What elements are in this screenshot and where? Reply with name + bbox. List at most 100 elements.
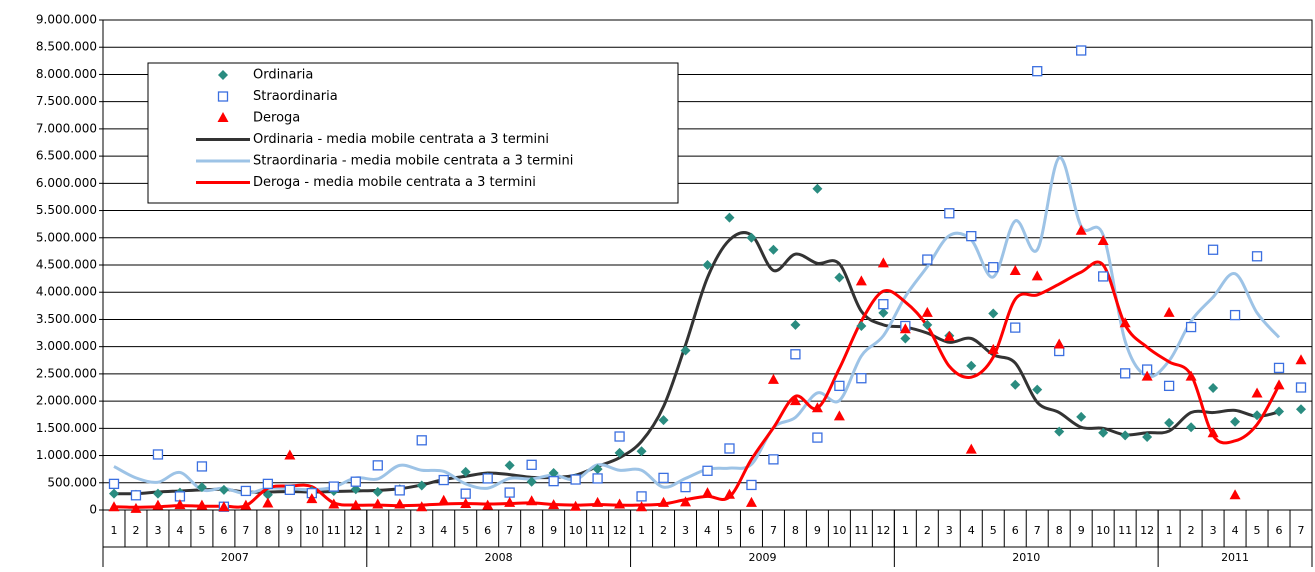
x-tick-label: 10 bbox=[305, 524, 319, 537]
point bbox=[1208, 383, 1219, 394]
x-tick-label: 9 bbox=[814, 524, 821, 537]
legend-label: Straordinaria bbox=[253, 89, 338, 104]
year-label: 2007 bbox=[221, 551, 249, 564]
point bbox=[746, 232, 757, 243]
x-tick-label: 12 bbox=[876, 524, 890, 537]
point bbox=[1273, 379, 1285, 390]
x-tick-label: 5 bbox=[462, 524, 469, 537]
x-tick-label: 11 bbox=[854, 524, 868, 537]
point bbox=[1053, 338, 1065, 349]
point bbox=[394, 485, 405, 496]
point bbox=[812, 432, 823, 443]
point bbox=[702, 465, 713, 476]
x-tick-label: 5 bbox=[1254, 524, 1261, 537]
point bbox=[724, 212, 735, 223]
legend-box bbox=[147, 62, 679, 204]
point bbox=[196, 461, 208, 472]
point bbox=[834, 272, 845, 283]
point bbox=[1031, 270, 1043, 281]
point bbox=[548, 499, 560, 510]
point bbox=[196, 482, 207, 493]
point bbox=[262, 489, 273, 500]
legend-swatch bbox=[217, 91, 229, 102]
x-tick-label: 12 bbox=[349, 524, 363, 537]
point bbox=[614, 498, 626, 509]
point bbox=[702, 260, 713, 270]
x-tick-label: 2 bbox=[924, 524, 931, 537]
point bbox=[988, 308, 999, 319]
point bbox=[1273, 362, 1285, 374]
y-tick-label: 4.000.000 bbox=[36, 285, 97, 299]
point bbox=[1207, 244, 1219, 255]
point bbox=[1207, 427, 1219, 438]
x-tick-label: 7 bbox=[242, 524, 249, 537]
point bbox=[680, 496, 692, 507]
point bbox=[1251, 251, 1263, 262]
y-tick-label: 3.500.000 bbox=[36, 312, 97, 326]
y-tick-label: 8.000.000 bbox=[36, 67, 97, 81]
point bbox=[372, 498, 384, 509]
point bbox=[1097, 235, 1109, 246]
point bbox=[1098, 271, 1109, 282]
point bbox=[745, 496, 757, 507]
x-tick-label: 1 bbox=[374, 524, 381, 537]
legend-swatch bbox=[217, 112, 229, 122]
point bbox=[460, 498, 472, 509]
point bbox=[965, 443, 977, 454]
point bbox=[130, 502, 142, 513]
point bbox=[1295, 382, 1307, 393]
point bbox=[240, 485, 252, 497]
point bbox=[900, 333, 911, 344]
x-tick-label: 2 bbox=[132, 524, 139, 537]
point bbox=[196, 499, 208, 510]
point bbox=[988, 262, 999, 273]
point bbox=[1185, 370, 1197, 381]
line bbox=[113, 260, 1281, 509]
point bbox=[1032, 384, 1043, 395]
point bbox=[658, 472, 669, 484]
point bbox=[328, 481, 339, 492]
x-tick-label: 3 bbox=[154, 524, 161, 537]
y-tick-label: 2.500.000 bbox=[36, 366, 97, 380]
y-tick-label: 5.000.000 bbox=[36, 230, 97, 244]
point bbox=[350, 476, 361, 487]
year-label: 2010 bbox=[1012, 551, 1040, 564]
x-tick-label: 5 bbox=[726, 524, 733, 537]
point bbox=[811, 402, 823, 413]
x-tick-label: 10 bbox=[832, 524, 846, 537]
legend-label: Ordinaria - media mobile centrata a 3 te… bbox=[253, 132, 549, 147]
y-tick-label: 9.000.000 bbox=[36, 13, 97, 27]
point bbox=[328, 498, 340, 509]
y-tick-label: 2.000.000 bbox=[36, 394, 97, 408]
point bbox=[592, 496, 604, 507]
y-tick-label: 7.000.000 bbox=[36, 121, 97, 135]
point bbox=[174, 499, 186, 510]
point bbox=[218, 484, 229, 495]
point bbox=[1141, 370, 1153, 381]
legend-label: Deroga bbox=[253, 111, 300, 126]
x-tick-label: 12 bbox=[613, 524, 627, 537]
point bbox=[1009, 264, 1021, 275]
x-tick-label: 10 bbox=[1096, 524, 1110, 537]
point bbox=[526, 495, 538, 506]
point bbox=[570, 500, 582, 511]
point bbox=[1230, 416, 1241, 427]
y-tick-label: 4.500.000 bbox=[36, 258, 97, 272]
point bbox=[504, 460, 515, 471]
point bbox=[834, 380, 845, 392]
y-tick-label: 1.500.000 bbox=[36, 421, 97, 435]
point bbox=[1229, 309, 1241, 321]
point bbox=[218, 501, 230, 512]
point bbox=[1098, 427, 1109, 438]
x-tick-label: 11 bbox=[1118, 524, 1132, 537]
point bbox=[526, 476, 537, 487]
legend-label: Ordinaria bbox=[253, 68, 313, 83]
point bbox=[790, 319, 801, 330]
point bbox=[394, 498, 406, 509]
point bbox=[812, 183, 823, 194]
point bbox=[262, 497, 274, 508]
point bbox=[922, 254, 933, 265]
legend-label: Straordinaria - media mobile centrata a … bbox=[253, 154, 573, 169]
point bbox=[658, 415, 669, 426]
